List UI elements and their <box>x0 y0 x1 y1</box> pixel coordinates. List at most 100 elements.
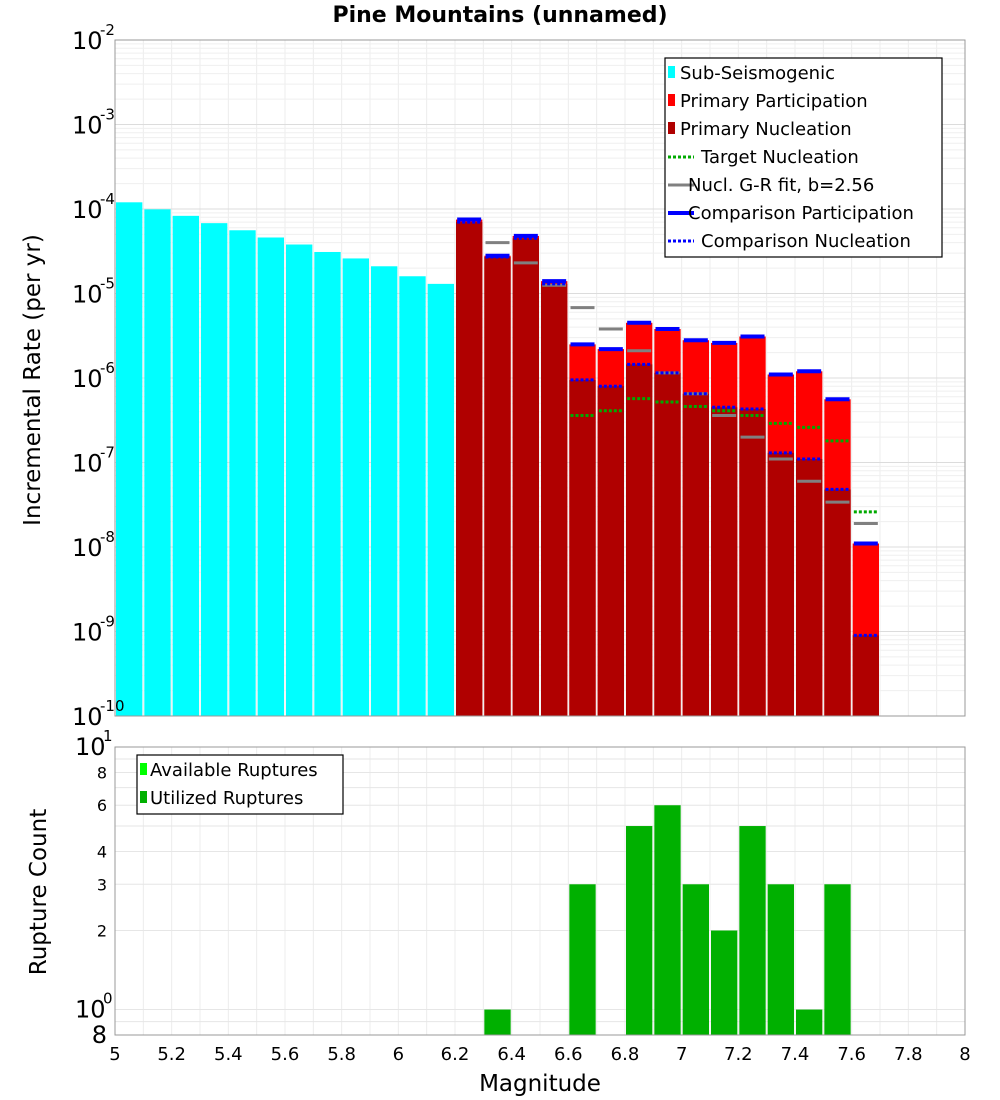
x-tick-label: 8 <box>959 1044 970 1065</box>
x-tick-label: 7.2 <box>724 1044 753 1065</box>
legend-swatch <box>668 66 675 78</box>
y-tick-label: 10 <box>72 365 103 393</box>
y-tick-exponent: 0 <box>103 990 113 1008</box>
utilized-ruptures-bar <box>569 884 596 1035</box>
sub-seismogenic-bar <box>427 283 454 716</box>
sub-seismogenic-bar <box>371 266 398 716</box>
y-tick-exponent: -2 <box>100 21 115 39</box>
legend-label: Primary Participation <box>680 91 868 112</box>
legend-swatch <box>140 763 147 775</box>
rate-legend-box <box>664 57 943 258</box>
primary-nucleation-bar <box>796 459 823 716</box>
sub-seismogenic-bar <box>116 202 143 716</box>
count-plot-frame <box>114 746 966 1036</box>
legend-item: Comparison Participation <box>668 203 914 224</box>
y-tick-label: 10 <box>72 619 103 647</box>
legend-label: Sub-Seismogenic <box>680 63 835 84</box>
x-tick-label: 6 <box>393 1044 404 1065</box>
primary-nucleation-bar <box>682 393 709 716</box>
utilized-ruptures-bar <box>824 884 851 1035</box>
rate-plot-markers <box>457 217 878 637</box>
y-tick-label: 10 <box>75 733 106 761</box>
primary-nucleation-bar <box>654 372 681 716</box>
y-tick-exponent: 1 <box>103 727 113 745</box>
count-legend-box <box>136 754 344 815</box>
chart-title: Pine Mountains (unnamed) <box>332 3 667 28</box>
utilized-ruptures-bar <box>711 930 738 1035</box>
utilized-ruptures-bar <box>739 826 766 1035</box>
x-tick-label: 5.2 <box>157 1044 186 1065</box>
y-tick-label: 10 <box>72 281 103 309</box>
sub-seismogenic-bar <box>257 237 284 717</box>
sub-seismogenic-bar <box>399 276 426 716</box>
rate-plot: 10-210-310-410-510-610-710-810-910-10 In… <box>20 21 966 731</box>
y-tick-label: 10 <box>72 703 103 731</box>
primary-nucleation-bar <box>852 635 879 716</box>
primary-nucleation-bar <box>711 407 738 716</box>
y-tick-label: 4 <box>97 842 107 861</box>
count-plot-legend: Available Ruptures Utilized Ruptures <box>136 754 344 815</box>
legend-label: Target Nucleation <box>700 147 859 168</box>
primary-nucleation-bar <box>569 379 596 716</box>
rate-plot-y-ticks: 10-210-310-410-510-610-710-810-910-10 <box>72 21 125 731</box>
y-tick-label: 10 <box>72 534 103 562</box>
y-tick-exponent: -10 <box>100 697 125 715</box>
legend-label: Comparison Participation <box>688 203 914 224</box>
x-tick-label: 7 <box>676 1044 687 1065</box>
legend-label: Primary Nucleation <box>680 119 852 140</box>
count-plot-bars <box>484 805 851 1035</box>
legend-item: Available Ruptures <box>140 760 318 781</box>
primary-nucleation-bar <box>484 257 511 716</box>
x-axis-label: Magnitude <box>479 1071 601 1097</box>
y-tick-exponent: -9 <box>100 613 115 631</box>
x-tick-label: 7.4 <box>781 1044 810 1065</box>
x-tick-label: 7.6 <box>837 1044 866 1065</box>
legend-item: Primary Participation <box>668 91 868 112</box>
y-tick-label: 3 <box>97 875 107 894</box>
sub-seismogenic-bar <box>286 244 313 716</box>
y-tick-exponent: -7 <box>100 444 115 462</box>
y-tick-label: 10 <box>72 196 103 224</box>
utilized-ruptures-bar <box>654 805 681 1035</box>
legend-label: Comparison Nucleation <box>701 231 911 252</box>
legend-item: Comparison Nucleation <box>668 231 911 252</box>
legend-label: Available Ruptures <box>150 760 318 781</box>
y-tick-label: 8 <box>92 1021 107 1049</box>
rate-plot-legend: Sub-Seismogenic Primary Participation Prim… <box>664 57 943 258</box>
utilized-ruptures-bar <box>484 1009 511 1035</box>
y-tick-label: 2 <box>97 922 107 941</box>
x-tick-label: 7.8 <box>894 1044 923 1065</box>
rate-plot-y-label: Incremental Rate (per yr) <box>20 234 46 526</box>
sub-seismogenic-bar <box>144 209 171 716</box>
y-tick-label: 10 <box>75 996 106 1024</box>
rate-plot-bars <box>116 202 879 717</box>
magnitude-x-ticks: 5 5.2 5.4 5.6 5.8 6 6.2 6.4 6.6 6.8 7 7.2 7.4 7.6 7.8 8 <box>109 1044 970 1065</box>
rate-plot-frame <box>114 39 966 717</box>
sub-seismogenic-bar <box>201 223 228 716</box>
x-tick-label: 5.6 <box>271 1044 300 1065</box>
y-tick-label: 10 <box>72 112 103 140</box>
y-tick-exponent: -4 <box>100 190 115 208</box>
y-tick-label: 6 <box>97 796 107 815</box>
primary-nucleation-bar <box>739 408 766 716</box>
y-tick-label: 10 <box>72 27 103 55</box>
utilized-ruptures-bar <box>682 884 709 1035</box>
primary-nucleation-bar <box>626 364 653 716</box>
y-tick-exponent: -6 <box>100 359 115 377</box>
y-tick-label: 8 <box>97 763 107 782</box>
legend-item: Nucl. G-R fit, b=2.56 <box>668 175 874 196</box>
x-tick-label: 6.8 <box>611 1044 640 1065</box>
y-tick-exponent: -3 <box>100 106 115 124</box>
count-plot-y-label: Rupture Count <box>26 809 52 975</box>
y-tick-label: 10 <box>72 450 103 478</box>
x-tick-label: 5.8 <box>327 1044 356 1065</box>
x-tick-label: 6.4 <box>497 1044 526 1065</box>
legend-label: Nucl. G-R fit, b=2.56 <box>688 175 874 196</box>
primary-nucleation-bar <box>597 386 624 716</box>
sub-seismogenic-bar <box>314 251 341 717</box>
utilized-ruptures-bar <box>626 826 653 1035</box>
primary-nucleation-bar <box>512 238 539 717</box>
